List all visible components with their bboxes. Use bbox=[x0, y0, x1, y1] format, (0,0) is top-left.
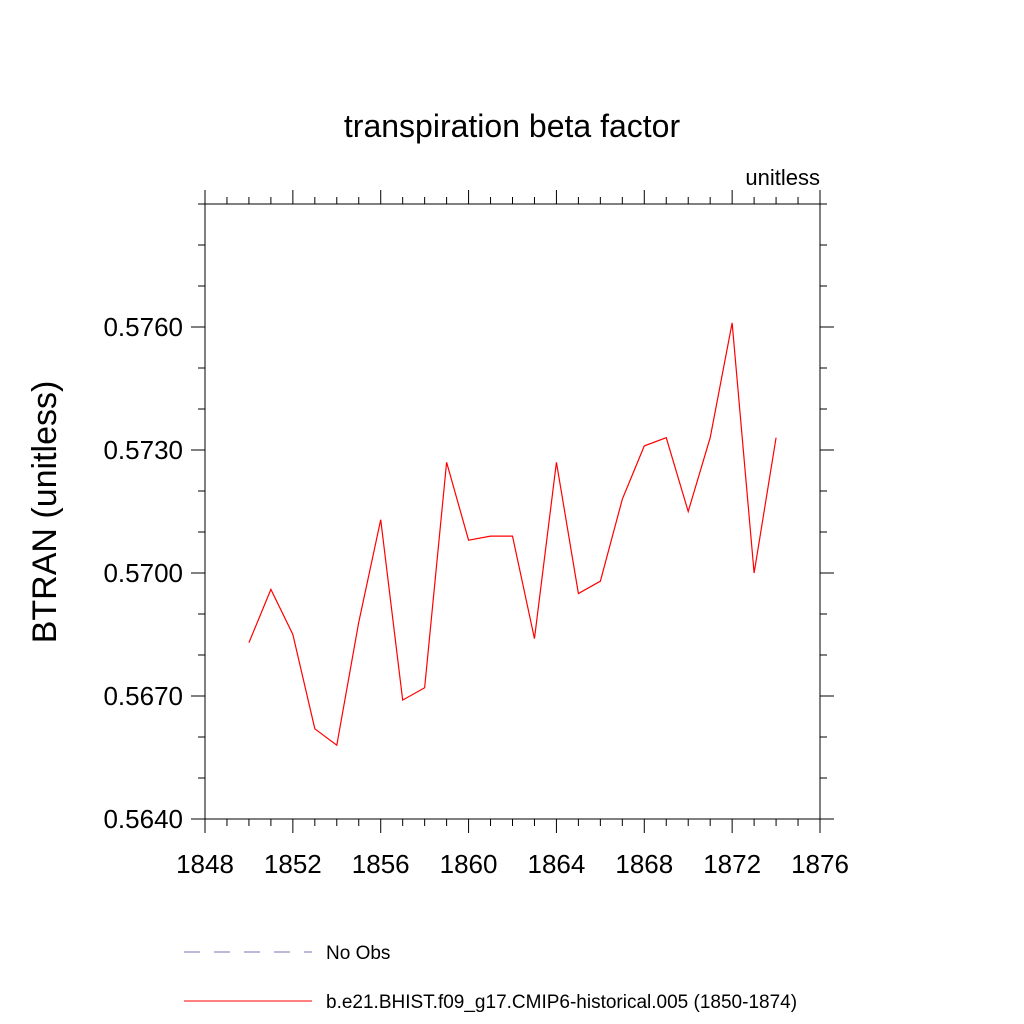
x-tick-label: 1860 bbox=[440, 849, 498, 879]
legend: No Obs b.e21.BHIST.f09_g17.CMIP6-historic… bbox=[184, 943, 797, 1013]
x-tick-label: 1848 bbox=[176, 849, 234, 879]
units-label: unitless bbox=[745, 165, 820, 190]
x-tick-label: 1856 bbox=[352, 849, 410, 879]
axis-tick-labels: 1848 1852 1856 1860 1864 1868 1872 1876 0.5640 0.… bbox=[103, 312, 848, 879]
series-layer bbox=[248, 322, 777, 747]
chart-title: transpiration beta factor bbox=[344, 108, 681, 144]
x-tick-label: 1852 bbox=[264, 849, 322, 879]
y-tick-label: 0.5760 bbox=[103, 312, 183, 342]
plot-frame bbox=[204, 203, 821, 820]
x-tick-label: 1872 bbox=[703, 849, 761, 879]
y-tick-label: 0.5640 bbox=[103, 804, 183, 834]
y-tick-label: 0.5730 bbox=[103, 435, 183, 465]
y-tick-label: 0.5670 bbox=[103, 681, 183, 711]
x-tick-label: 1864 bbox=[528, 849, 586, 879]
axis-ticks bbox=[191, 190, 834, 833]
legend-label: No Obs bbox=[326, 943, 390, 964]
series-line bbox=[248, 322, 777, 747]
x-tick-label: 1868 bbox=[615, 849, 673, 879]
x-tick-label: 1876 bbox=[791, 849, 849, 879]
legend-label: b.e21.BHIST.f09_g17.CMIP6-historical.005… bbox=[326, 992, 797, 1013]
y-axis-label: BTRAN (unitless) bbox=[26, 381, 64, 644]
y-tick-label: 0.5700 bbox=[103, 558, 183, 588]
